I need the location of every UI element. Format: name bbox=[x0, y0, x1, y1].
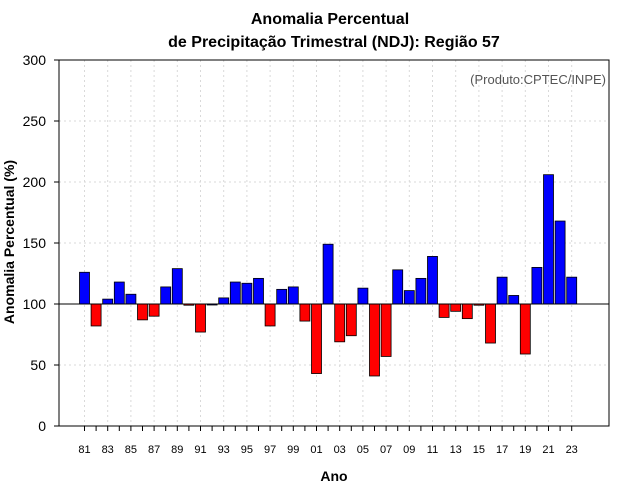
bar-99 bbox=[287, 286, 299, 305]
x-tick-label: 91 bbox=[194, 444, 206, 456]
bar-87 bbox=[148, 303, 160, 317]
x-tick-label: 95 bbox=[241, 444, 253, 456]
bar-09 bbox=[403, 290, 415, 305]
bar-23 bbox=[566, 276, 578, 305]
bar-95 bbox=[241, 282, 253, 305]
y-tick-label: 250 bbox=[23, 113, 47, 129]
bar-02 bbox=[322, 243, 334, 305]
x-tick-label: 21 bbox=[542, 444, 554, 456]
chart-subtitle: de Precipitação Trimestral (NDJ): Região… bbox=[168, 34, 500, 51]
y-tick-label: 150 bbox=[23, 235, 47, 251]
bar-12 bbox=[438, 303, 450, 318]
y-tick-label: 200 bbox=[23, 174, 47, 190]
x-tick-label: 17 bbox=[496, 444, 508, 456]
x-tick-label: 81 bbox=[78, 444, 90, 456]
x-tick-label: 19 bbox=[519, 444, 531, 456]
x-tick-label: 99 bbox=[287, 444, 299, 456]
bar-91 bbox=[195, 303, 206, 333]
chart-title: Anomalia Percentual bbox=[251, 11, 409, 28]
x-axis: 81 83 85 87 89 91 93 95 97 99 01 03 05 07 09 11 13 15 17 19… bbox=[78, 426, 578, 456]
x-tick-label: 01 bbox=[310, 444, 322, 456]
x-tick-label: 13 bbox=[450, 444, 462, 456]
x-tick-label: 05 bbox=[357, 444, 369, 456]
bar-01 bbox=[311, 303, 322, 374]
credit-annotation: (Produto:CPTEC/INPE) bbox=[470, 72, 606, 87]
bar-10 bbox=[415, 277, 427, 305]
x-tick-label: 97 bbox=[264, 444, 276, 456]
y-tick-label: 300 bbox=[23, 52, 47, 68]
bar-86 bbox=[137, 303, 148, 321]
bar-22 bbox=[554, 220, 566, 305]
x-axis-title: Ano bbox=[320, 468, 347, 484]
y-tick-label: 100 bbox=[23, 296, 47, 312]
bar-08 bbox=[392, 269, 404, 305]
bar-84 bbox=[113, 281, 125, 305]
bar-81 bbox=[79, 271, 90, 305]
bar-13 bbox=[450, 303, 462, 312]
x-tick-label: 03 bbox=[334, 444, 346, 456]
x-tick-label: 15 bbox=[473, 444, 485, 456]
grid bbox=[59, 60, 609, 426]
bar-18 bbox=[508, 295, 520, 305]
bar-16 bbox=[485, 303, 496, 344]
bar-89 bbox=[171, 268, 183, 305]
x-tick-label: 93 bbox=[218, 444, 230, 456]
bar-96 bbox=[253, 277, 264, 305]
x-tick-label: 83 bbox=[102, 444, 114, 456]
bar-97 bbox=[264, 303, 276, 327]
bar-05 bbox=[357, 287, 369, 305]
bar-88 bbox=[160, 286, 172, 305]
y-axis: 0 50 100 150 200 250 300 bbox=[23, 52, 59, 434]
bar-11 bbox=[427, 256, 438, 305]
x-tick-label: 07 bbox=[380, 444, 392, 456]
bar-00 bbox=[299, 303, 311, 322]
x-tick-label: 85 bbox=[125, 444, 137, 456]
x-tick-label: 89 bbox=[171, 444, 183, 456]
x-tick-label: 11 bbox=[427, 444, 438, 456]
bar-20 bbox=[531, 266, 543, 305]
bar-17 bbox=[496, 276, 508, 305]
y-tick-label: 0 bbox=[38, 418, 46, 434]
x-tick-label: 09 bbox=[403, 444, 415, 456]
bar-82 bbox=[90, 303, 102, 327]
bar-85 bbox=[125, 293, 137, 305]
bar-94 bbox=[229, 281, 241, 305]
bar-98 bbox=[276, 288, 288, 305]
bar-14 bbox=[461, 303, 473, 320]
bar-83 bbox=[102, 298, 114, 305]
y-axis-title: Anomalia Percentual (%) bbox=[1, 160, 17, 324]
bar-06 bbox=[369, 303, 380, 377]
bar-21 bbox=[543, 174, 554, 305]
bar-19 bbox=[519, 303, 531, 355]
y-tick-label: 50 bbox=[30, 357, 46, 373]
x-tick-label: 87 bbox=[148, 444, 160, 456]
x-tick-label: 23 bbox=[566, 444, 578, 456]
bar-07 bbox=[380, 303, 392, 357]
bar-03 bbox=[334, 303, 346, 343]
bar-93 bbox=[218, 297, 230, 305]
bar-04 bbox=[345, 303, 357, 337]
